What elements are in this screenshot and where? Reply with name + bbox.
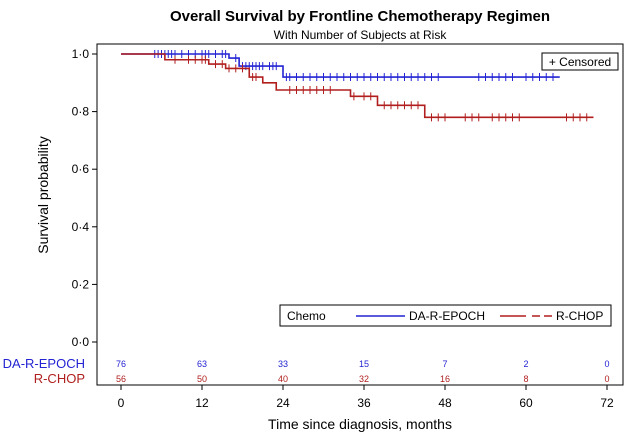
risk-count-da-r-epoch: 0 bbox=[604, 359, 609, 369]
legend-title: Chemo bbox=[287, 309, 326, 323]
legend: Chemo DA-R-EPOCH R-CHOP bbox=[279, 304, 612, 327]
y-axis: 0·0 0·2 0·4 0·6 0·8 1·0 bbox=[72, 47, 97, 349]
survival-curves bbox=[121, 50, 594, 122]
risk-table: DA-R-EPOCH R-CHOP 76 63 33 15 7 2 0 56 50 40 32 16 8… bbox=[3, 356, 610, 386]
series-line-r-chop bbox=[121, 53, 594, 119]
risk-count-r-chop: 8 bbox=[523, 374, 528, 384]
y-tick-label: 0·4 bbox=[72, 220, 90, 234]
chart-subtitle: With Number of Subjects at Risk bbox=[274, 28, 448, 42]
risk-count-r-chop: 0 bbox=[604, 374, 609, 384]
risk-count-r-chop: 40 bbox=[278, 374, 288, 384]
censored-key: + Censored bbox=[541, 52, 619, 71]
x-tick-label: 36 bbox=[357, 396, 371, 410]
risk-count-da-r-epoch: 76 bbox=[116, 359, 126, 369]
risk-count-da-r-epoch: 33 bbox=[278, 359, 288, 369]
risk-count-r-chop: 16 bbox=[440, 374, 450, 384]
legend-label-r-chop: R-CHOP bbox=[556, 309, 603, 323]
y-tick-label: 0·2 bbox=[72, 277, 90, 291]
x-tick-label: 12 bbox=[195, 396, 209, 410]
x-axis-label: Time since diagnosis, months bbox=[268, 416, 452, 432]
risk-row-label-da-r-epoch: DA-R-EPOCH bbox=[3, 356, 85, 371]
risk-row-label-r-chop: R-CHOP bbox=[34, 371, 85, 386]
x-tick-label: 72 bbox=[600, 396, 614, 410]
x-tick-label: 24 bbox=[276, 396, 290, 410]
y-tick-label: 0·0 bbox=[72, 335, 90, 349]
y-tick-label: 0·8 bbox=[72, 105, 90, 119]
x-tick-label: 60 bbox=[519, 396, 533, 410]
risk-count-da-r-epoch: 7 bbox=[442, 359, 447, 369]
y-axis-label: Survival probability bbox=[35, 136, 51, 254]
y-tick-label: 0·6 bbox=[72, 162, 90, 176]
risk-count-da-r-epoch: 2 bbox=[523, 359, 528, 369]
risk-count-da-r-epoch: 63 bbox=[197, 359, 207, 369]
x-tick-label: 48 bbox=[438, 396, 452, 410]
plot-frame bbox=[96, 43, 624, 386]
legend-label-da-r-epoch: DA-R-EPOCH bbox=[409, 309, 485, 323]
censored-key-label: + Censored bbox=[549, 55, 611, 69]
risk-count-r-chop: 32 bbox=[359, 374, 369, 384]
series-line-da-r-epoch bbox=[121, 53, 560, 78]
x-tick-label: 0 bbox=[118, 396, 125, 410]
x-axis: 0 12 24 36 48 60 72 bbox=[118, 385, 614, 410]
risk-count-r-chop: 56 bbox=[116, 374, 126, 384]
risk-count-r-chop: 50 bbox=[197, 374, 207, 384]
chart-title: Overall Survival by Frontline Chemothera… bbox=[170, 8, 550, 25]
y-tick-label: 1·0 bbox=[72, 47, 90, 61]
risk-count-da-r-epoch: 15 bbox=[359, 359, 369, 369]
